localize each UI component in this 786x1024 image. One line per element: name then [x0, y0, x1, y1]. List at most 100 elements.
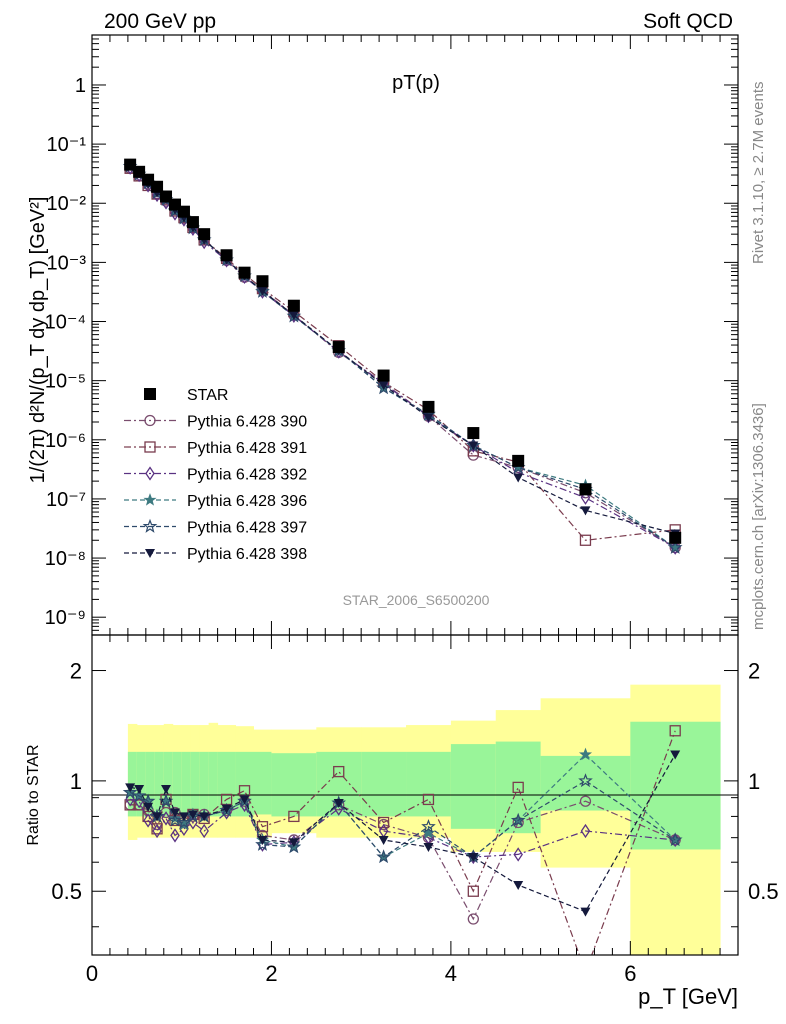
data-point-pythia-6-428-398	[199, 812, 210, 822]
data-point-pythia-6-428-398	[468, 441, 479, 451]
inner-band-segment	[172, 751, 183, 817]
data-point-pythia-6-428-398	[378, 381, 389, 391]
legend-label: Pythia 6.428 392	[187, 467, 307, 484]
legend-marker-star	[144, 388, 156, 400]
data-point-pythia-6-428-398	[670, 750, 681, 760]
data-point-pythia-6-428-397	[131, 788, 147, 803]
data-point-star	[579, 483, 592, 496]
data-point-pythia-6-428-391	[256, 821, 269, 833]
legend-marker-pythia-6-428-390	[144, 414, 156, 427]
legend-marker-pythia-6-428-392	[145, 466, 155, 481]
data-point-pythia-6-428-391	[333, 765, 345, 778]
data-point-pythia-6-428-398	[468, 852, 479, 862]
data-point-pythia-6-428-392	[580, 490, 591, 505]
data-point-star	[238, 266, 251, 279]
data-point-pythia-6-428-391	[579, 534, 592, 546]
data-point-pythia-6-428-398	[288, 838, 299, 848]
data-point-star	[198, 228, 211, 241]
y-tick-label: 10⁻¹	[47, 134, 87, 156]
data-point-pythia-6-428-398	[143, 802, 154, 812]
inner-band-segment	[253, 751, 272, 815]
data-point-star	[669, 531, 682, 544]
inner-band-segment	[163, 751, 174, 817]
header-left-label: 200 GeV pp	[104, 10, 216, 33]
legend: STAR Pythia 6.428 390 Pythia 6.428 391 Pyth…	[124, 387, 307, 563]
data-point-star	[377, 369, 390, 382]
y-tick-label: 10⁻⁸	[45, 548, 86, 570]
data-point-pythia-6-428-397	[667, 832, 683, 847]
main-panel: 10⁻⁹ 10⁻⁸ 10⁻⁷ 10⁻⁶ 10⁻⁵ 10⁻⁴ 10⁻³ 10⁻² 10⁻¹ 1 pT…	[27, 34, 739, 636]
data-point-star	[177, 205, 190, 218]
data-point-pythia-6-428-398	[187, 810, 198, 820]
x-tick-label: 6	[624, 961, 636, 986]
data-point-pythia-6-428-397	[421, 818, 436, 833]
data-point-pythia-6-428-398	[423, 843, 434, 853]
plot-title: pT(p)	[392, 72, 440, 94]
inner-band-segment	[406, 751, 452, 817]
data-point-star	[220, 249, 233, 262]
ratio-y-tick-label-right: 0.5	[748, 879, 779, 904]
data-point-pythia-6-428-397	[167, 812, 183, 827]
data-point-pythia-6-428-398	[169, 808, 180, 818]
data-point-pythia-6-428-390	[467, 913, 479, 925]
data-point-pythia-6-428-398	[378, 835, 389, 845]
header-right-label: Soft QCD	[643, 10, 733, 33]
x-tick-label: 2	[265, 961, 277, 986]
data-point-pythia-6-428-398	[134, 785, 145, 795]
series-line-pythia-6-428-398	[129, 165, 676, 535]
y-tick-label: 10⁻⁵	[45, 371, 86, 393]
legend-label: STAR	[187, 387, 228, 404]
ratio-y-tick-label-right: 2	[748, 659, 760, 684]
data-point-pythia-6-428-392	[513, 847, 523, 862]
data-point-pythia-6-428-397	[376, 380, 391, 395]
data-point-pythia-6-428-397	[255, 836, 270, 851]
inner-band-segment	[136, 751, 147, 817]
data-point-pythia-6-428-397	[510, 812, 526, 827]
data-point-pythia-6-428-398	[239, 795, 250, 805]
data-point-pythia-6-428-398	[221, 804, 232, 814]
ratio-axes: 0.5 0.5 1 1 2 2 0 2 4 6	[51, 635, 779, 986]
analysis-label: STAR_2006_S6500200	[343, 592, 490, 608]
legend-label: Pythia 6.428 398	[187, 546, 307, 563]
ratio-frame	[91, 634, 739, 956]
legend-label: Pythia 6.428 391	[187, 440, 307, 457]
data-point-pythia-6-428-398	[513, 880, 524, 890]
ratio-panel: 0.5 0.5 1 1 2 2 0 2 4 6 Ratio to STAR p_T [GeV]	[25, 634, 779, 1009]
data-point-pythia-6-428-392	[152, 823, 162, 839]
data-point-pythia-6-428-398	[125, 783, 136, 793]
data-point-pythia-6-428-398	[161, 785, 172, 795]
data-point-pythia-6-428-398	[178, 812, 189, 822]
data-point-star	[256, 275, 269, 288]
series-line-pythia-6-428-392	[129, 798, 676, 858]
data-point-pythia-6-428-397	[578, 773, 593, 788]
legend-label: Pythia 6.428 396	[187, 493, 307, 510]
data-point-star	[422, 400, 435, 413]
inner-band-segment	[181, 751, 192, 817]
data-point-pythia-6-428-398	[152, 812, 163, 822]
inner-band-segment	[190, 751, 201, 817]
y-tick-label: 1	[75, 75, 86, 97]
data-point-pythia-6-428-391	[422, 793, 435, 806]
data-point-pythia-6-428-398	[580, 907, 591, 917]
inner-band-segment	[271, 753, 317, 817]
data-point-pythia-6-428-391	[512, 781, 524, 794]
data-point-pythia-6-428-391	[377, 816, 390, 829]
data-point-star	[186, 216, 199, 229]
data-point-star	[332, 341, 345, 354]
mcplots-credit-label: mcplots.cern.ch [arXiv:1306.3436]	[750, 403, 767, 630]
data-point-star	[512, 454, 525, 467]
data-point-pythia-6-428-398	[423, 413, 434, 423]
inner-band-segment	[208, 751, 219, 817]
data-point-pythia-6-428-391	[467, 885, 479, 897]
inner-band-segment	[145, 751, 156, 817]
inner-band-segment	[450, 744, 497, 829]
data-point-pythia-6-428-398	[288, 311, 299, 321]
series-line-pythia-6-428-398	[129, 754, 676, 913]
data-point-pythia-6-428-396	[177, 817, 191, 831]
inner-band-segment	[199, 751, 210, 817]
data-point-star	[287, 299, 300, 312]
data-point-pythia-6-428-397	[122, 784, 138, 799]
x-tick-label: 4	[445, 961, 457, 986]
data-point-pythia-6-428-398	[257, 286, 268, 296]
rivet-version-label: Rivet 3.1.10, ≥ 2.7M events	[750, 82, 767, 265]
